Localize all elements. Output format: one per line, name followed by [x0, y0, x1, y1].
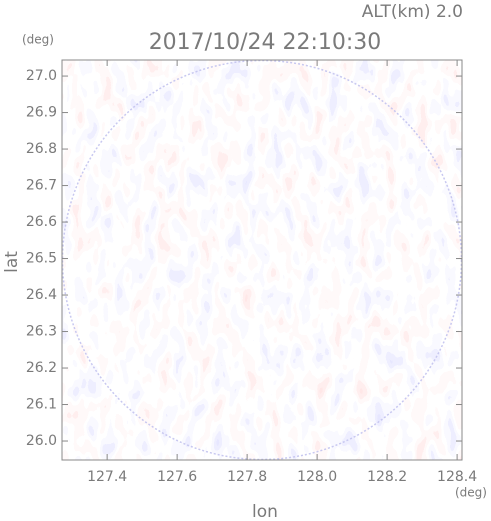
- y-axis-label: lat: [2, 251, 22, 273]
- y-tick-label: 26.3: [26, 324, 57, 340]
- y-tick-label: 26.9: [26, 105, 57, 121]
- altitude-label: ALT(km) 2.0: [362, 2, 463, 22]
- y-tick-label: 26.1: [26, 397, 57, 413]
- y-unit: (deg): [22, 33, 54, 47]
- x-tick-label: 128.0: [297, 469, 337, 485]
- y-tick-label: 26.8: [26, 141, 57, 157]
- y-tick-label: 27.0: [26, 68, 57, 84]
- echo-field: [62, 60, 462, 460]
- plot-frame: [61, 59, 463, 461]
- plot-area: [62, 60, 462, 460]
- y-tick-label: 26.4: [26, 287, 57, 303]
- y-tick-label: 26.5: [26, 251, 57, 267]
- x-tick-label: 128.2: [367, 469, 407, 485]
- chart-title: 2017/10/24 22:10:30: [149, 30, 382, 55]
- x-tick-label: 128.4: [437, 469, 477, 485]
- y-tick-label: 26.6: [26, 214, 57, 230]
- y-tick-label: 26.2: [26, 360, 57, 376]
- x-tick-label: 127.6: [157, 469, 197, 485]
- x-tick-label: 127.8: [227, 469, 267, 485]
- x-unit: (deg): [455, 486, 487, 500]
- x-axis-label: lon: [252, 502, 278, 521]
- y-tick-label: 26.7: [26, 178, 57, 194]
- y-tick-label: 26.0: [26, 433, 57, 449]
- x-tick-label: 127.4: [87, 469, 127, 485]
